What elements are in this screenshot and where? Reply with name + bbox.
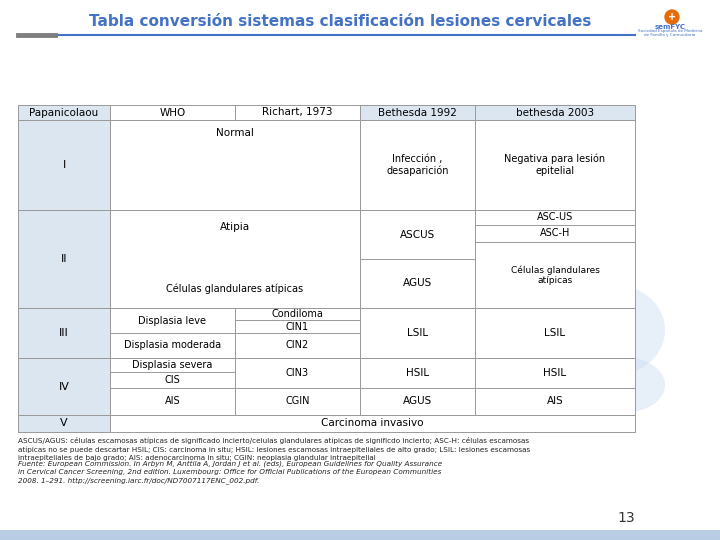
Text: HSIL: HSIL bbox=[406, 368, 429, 378]
Text: semFYC: semFYC bbox=[654, 24, 685, 30]
Text: Normal: Normal bbox=[216, 127, 254, 138]
Bar bbox=[18, 415, 110, 432]
Text: +: + bbox=[668, 12, 676, 22]
Text: AGUS: AGUS bbox=[403, 279, 432, 288]
Bar bbox=[110, 308, 235, 358]
Text: V: V bbox=[60, 418, 68, 429]
Text: Bethesda 1992: Bethesda 1992 bbox=[378, 107, 457, 118]
Text: AIS: AIS bbox=[165, 396, 180, 407]
Text: Sociedad Española de Medicina
de Familia y Comunitaria: Sociedad Española de Medicina de Familia… bbox=[638, 29, 702, 37]
Text: Displasia leve: Displasia leve bbox=[138, 315, 207, 326]
Text: Fuente: European Commission. In Arbyn M, Anttila A, Jordan J et al. (eds), Europ: Fuente: European Commission. In Arbyn M,… bbox=[18, 460, 442, 484]
Text: CIS: CIS bbox=[165, 375, 181, 385]
Text: LSIL: LSIL bbox=[544, 328, 566, 338]
Text: Displasia moderada: Displasia moderada bbox=[124, 341, 221, 350]
Text: CGIN: CGIN bbox=[285, 396, 310, 407]
Bar bbox=[475, 308, 635, 358]
Text: HSIL: HSIL bbox=[544, 368, 567, 378]
Bar bbox=[360, 358, 475, 415]
Ellipse shape bbox=[565, 285, 665, 375]
Text: Células glandulares atípicas: Células glandulares atípicas bbox=[166, 284, 304, 294]
Text: Condiloma: Condiloma bbox=[271, 309, 323, 319]
Text: ASC-US: ASC-US bbox=[537, 213, 573, 222]
Text: III: III bbox=[59, 328, 69, 338]
Bar bbox=[360, 120, 475, 210]
Text: II: II bbox=[60, 254, 67, 264]
Bar bbox=[475, 210, 635, 308]
Bar bbox=[18, 120, 110, 210]
Text: IV: IV bbox=[58, 381, 69, 391]
Text: Negativa para lesión
epitelial: Negativa para lesión epitelial bbox=[505, 154, 606, 176]
Text: AIS: AIS bbox=[546, 396, 563, 407]
Bar bbox=[110, 415, 635, 432]
Bar bbox=[18, 358, 110, 415]
Bar bbox=[360, 105, 475, 120]
Bar bbox=[235, 308, 360, 358]
Text: CIN1: CIN1 bbox=[286, 321, 309, 332]
Text: LSIL: LSIL bbox=[407, 328, 428, 338]
Bar bbox=[360, 308, 475, 358]
Text: CIN2: CIN2 bbox=[286, 341, 309, 350]
Bar bbox=[475, 105, 635, 120]
Text: Displasia severa: Displasia severa bbox=[132, 360, 212, 370]
Bar bbox=[110, 358, 235, 415]
Text: Carcinoma invasivo: Carcinoma invasivo bbox=[321, 418, 424, 429]
Text: ASC-H: ASC-H bbox=[540, 228, 570, 239]
Bar bbox=[475, 358, 635, 415]
Text: CIN3: CIN3 bbox=[286, 368, 309, 378]
Bar bbox=[0, 530, 720, 540]
Text: Richart, 1973: Richart, 1973 bbox=[262, 107, 333, 118]
Bar bbox=[235, 105, 360, 120]
Text: 13: 13 bbox=[617, 511, 635, 525]
Text: Papanicolaou: Papanicolaou bbox=[30, 107, 99, 118]
Text: ASCUS: ASCUS bbox=[400, 230, 435, 240]
Text: bethesda 2003: bethesda 2003 bbox=[516, 107, 594, 118]
Bar bbox=[18, 210, 110, 308]
Bar bbox=[18, 105, 110, 120]
Bar bbox=[235, 358, 360, 415]
Text: Infección ,
desaparición: Infección , desaparición bbox=[386, 154, 449, 176]
Text: WHO: WHO bbox=[159, 107, 186, 118]
Bar bbox=[110, 120, 360, 210]
Bar bbox=[475, 120, 635, 210]
Text: Células glandulares
atípicas: Células glandulares atípicas bbox=[510, 265, 600, 285]
Text: ASCUS/AGUS: células escamosas atípicas de significado incierto/celulas glandular: ASCUS/AGUS: células escamosas atípicas d… bbox=[18, 437, 530, 461]
Ellipse shape bbox=[585, 357, 665, 413]
Text: Atipia: Atipia bbox=[220, 222, 250, 232]
Text: I: I bbox=[63, 160, 66, 170]
Text: Tabla conversión sistemas clasificación lesiones cervicales: Tabla conversión sistemas clasificación … bbox=[89, 15, 591, 30]
Bar bbox=[110, 210, 360, 308]
Circle shape bbox=[665, 10, 679, 24]
Text: AGUS: AGUS bbox=[403, 396, 432, 407]
Bar bbox=[110, 105, 235, 120]
Bar bbox=[18, 308, 110, 358]
Bar bbox=[360, 210, 475, 308]
